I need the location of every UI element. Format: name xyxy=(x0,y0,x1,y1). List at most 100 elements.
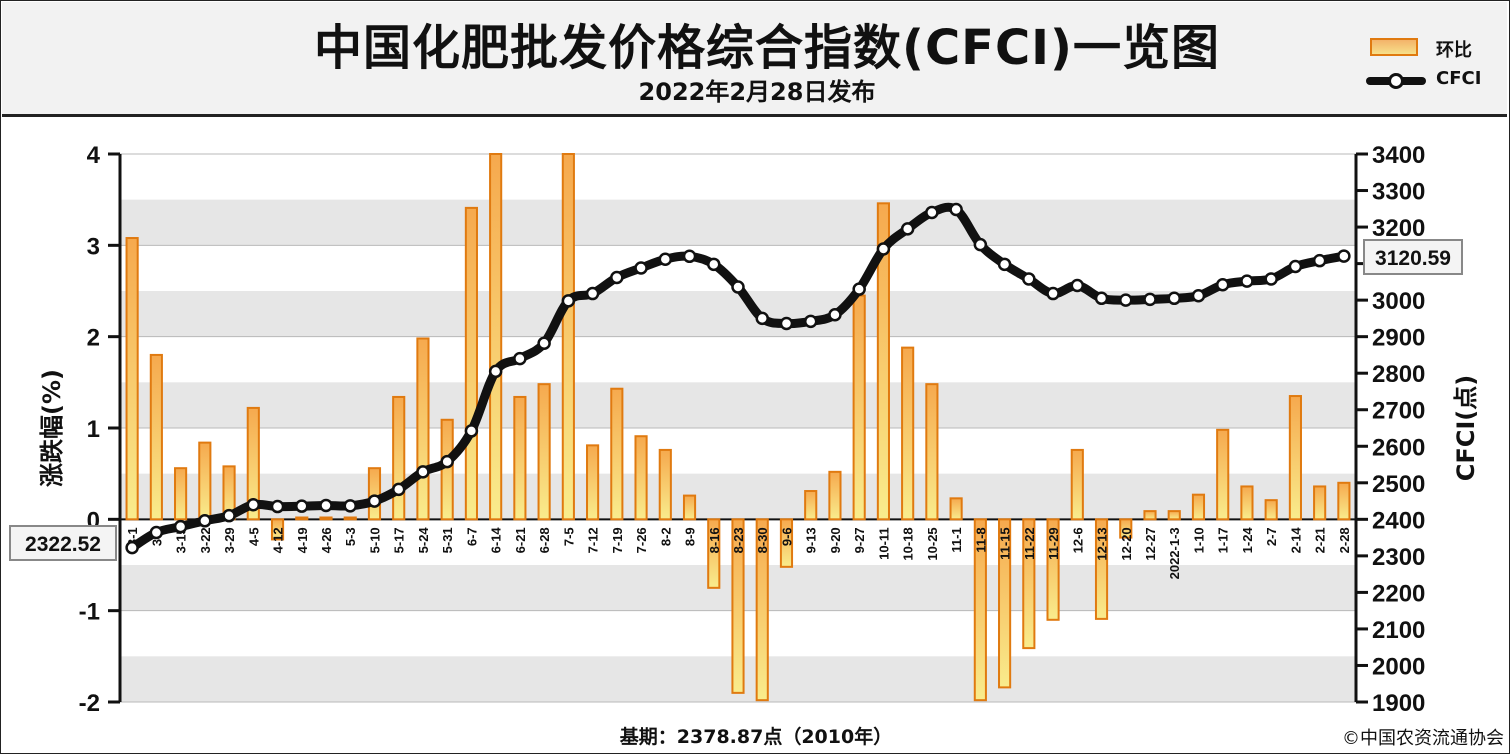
category-label: 10-25 xyxy=(925,527,940,560)
cfci-point xyxy=(222,508,236,523)
end-value-callout: 3120.59 xyxy=(1363,239,1463,275)
left-tick-label: 4 xyxy=(87,142,101,169)
category-label: 8-23 xyxy=(731,527,746,553)
bar-mom-change xyxy=(1191,493,1206,521)
category-label: 2022-1-3 xyxy=(1167,527,1182,579)
cfci-point xyxy=(198,514,212,528)
cfci-point xyxy=(1094,291,1109,306)
category-label: 1-24 xyxy=(1240,527,1255,554)
category-label: 12-6 xyxy=(1070,527,1085,553)
category-label: 3-15 xyxy=(174,527,189,553)
category-label: 11-8 xyxy=(973,527,988,552)
category-label: 12-13 xyxy=(1095,527,1110,560)
right-axis-title: CFCI(点) xyxy=(1452,375,1480,482)
bar-mom-change xyxy=(1264,499,1278,521)
category-label: 1-10 xyxy=(1191,527,1206,553)
right-tick-label: 3400 xyxy=(1372,142,1425,169)
cfci-point xyxy=(1046,286,1060,301)
cfci-point xyxy=(634,261,648,275)
bar-mom-change xyxy=(537,383,551,521)
cfci-point xyxy=(173,519,188,534)
bar-mom-change xyxy=(1216,428,1230,521)
category-label: 10-18 xyxy=(901,527,916,560)
cfci-point xyxy=(488,364,503,379)
bar-mom-change xyxy=(270,518,285,541)
svg-text:2322.52: 2322.52 xyxy=(25,533,101,556)
category-label: 6-14 xyxy=(489,527,504,554)
cfci-point xyxy=(731,280,745,294)
cfci-point xyxy=(828,307,842,322)
cfci-point xyxy=(319,498,333,513)
cfci-point xyxy=(876,242,891,256)
cfci-point xyxy=(1288,259,1303,274)
left-tick-label: -1 xyxy=(79,599,100,626)
cfci-point xyxy=(610,270,624,285)
right-tick-label: 3200 xyxy=(1372,215,1425,242)
left-tick-label: 1 xyxy=(87,416,100,443)
right-tick-label: 2400 xyxy=(1372,507,1425,534)
right-tick-label: 2800 xyxy=(1372,361,1425,388)
category-label: 7-5 xyxy=(561,527,576,546)
bar-mom-change xyxy=(1313,485,1327,521)
bar-mom-change xyxy=(876,202,890,521)
category-label: 5-31 xyxy=(440,527,455,553)
cfci-point xyxy=(343,499,357,513)
start-value-callout: 2322.52 xyxy=(9,525,117,561)
cfci-point xyxy=(1312,253,1327,268)
bar-mom-change xyxy=(464,206,478,521)
cfci-point xyxy=(391,482,406,497)
chart-title: 中国化肥批发价格综合指数(CFCI)一览图 xyxy=(314,20,1220,76)
category-label: 7-19 xyxy=(610,527,625,553)
category-label: 8-30 xyxy=(755,527,770,553)
cfci-point xyxy=(1191,288,1206,303)
bar-mom-change xyxy=(198,441,212,521)
right-tick-label: 1900 xyxy=(1372,690,1425,717)
cfci-point xyxy=(537,336,551,350)
bar-mom-change xyxy=(149,353,163,521)
bar-mom-change xyxy=(1094,518,1109,620)
cfci-point xyxy=(925,205,939,220)
bar-mom-change xyxy=(392,395,406,521)
bar-mom-change xyxy=(998,518,1012,689)
category-label: 6-21 xyxy=(513,527,528,553)
category-label: 1-17 xyxy=(1216,527,1231,553)
category-label: 8-2 xyxy=(658,527,673,546)
cfci-point xyxy=(779,316,794,331)
left-axis-title: 涨跌幅(%) xyxy=(38,369,66,487)
bar-mom-change xyxy=(125,237,139,521)
bar-mom-change xyxy=(634,435,648,521)
cfci-point xyxy=(367,494,382,508)
cfci-point xyxy=(900,222,915,236)
category-label: 8-16 xyxy=(707,527,722,553)
category-label: 4-12 xyxy=(271,527,286,553)
bar-mom-change xyxy=(925,383,939,521)
category-label: 2-21 xyxy=(1313,527,1328,553)
bar-mom-change xyxy=(1288,395,1302,521)
cfci-point xyxy=(997,257,1012,272)
right-tick-label: 2200 xyxy=(1372,580,1425,607)
bar-mom-change xyxy=(416,337,430,521)
bar-mom-change xyxy=(1240,485,1254,521)
bar-mom-change xyxy=(174,467,188,521)
category-label: 9-20 xyxy=(828,527,843,553)
category-label: 9-27 xyxy=(852,527,867,553)
cfci-point xyxy=(513,351,527,366)
cfci-point xyxy=(125,540,139,555)
cfci-point xyxy=(270,499,285,514)
bar-mom-change xyxy=(682,494,697,521)
left-tick-label: 3 xyxy=(87,233,100,260)
cfci-point xyxy=(682,249,697,264)
right-tick-label: 2500 xyxy=(1372,471,1425,498)
cfci-point xyxy=(1167,291,1181,306)
bar-mom-change xyxy=(828,470,842,521)
cfci-point xyxy=(585,286,600,301)
bar-mom-change xyxy=(949,497,963,521)
category-label: 4-5 xyxy=(246,527,261,546)
bar-mom-change xyxy=(367,467,382,521)
right-tick-label: 2300 xyxy=(1372,544,1425,571)
category-label: 3-22 xyxy=(198,527,213,553)
cfci-point xyxy=(149,525,164,540)
bar-mom-change xyxy=(1119,518,1133,539)
bar-mom-change xyxy=(489,153,503,521)
cfci-point xyxy=(1215,278,1230,292)
